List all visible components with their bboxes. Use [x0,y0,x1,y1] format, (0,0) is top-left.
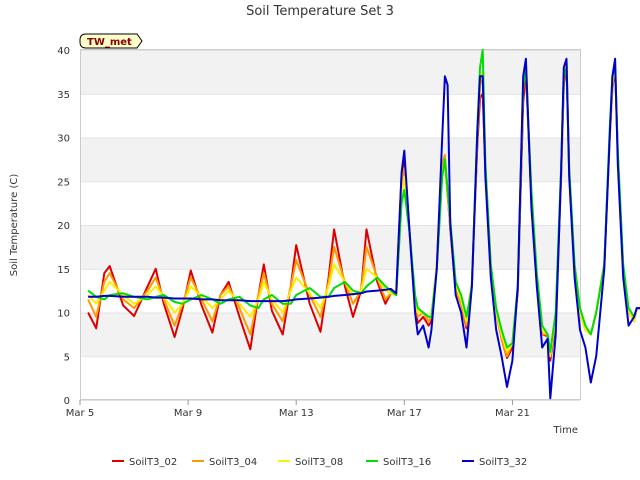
y-tick-label: 10 [57,309,70,320]
y-tick-label: 5 [64,352,70,363]
y-axis-label: Soil Temperature (C) [9,174,20,277]
data-series [87,49,640,400]
y-tick-label: 25 [57,177,70,188]
legend-label: SoilT3_32 [479,457,527,468]
x-axis-ticks: Mar 5 Mar 9 Mar 13 Mar 17 Mar 21 [66,400,530,419]
chart-title: Soil Temperature Set 3 [246,4,394,19]
x-tick-label: Mar 9 [174,408,202,419]
legend-label: SoilT3_02 [129,457,177,468]
y-tick-label: 15 [57,265,70,276]
x-axis-label: Time [553,425,578,436]
y-tick-label: 40 [57,46,70,57]
y-tick-label: 35 [57,90,70,101]
y-axis-ticks: 0 5 10 15 20 25 30 35 40 [57,46,70,407]
legend-label: SoilT3_08 [295,457,343,468]
grid-band [80,181,580,225]
x-tick-label: Mar 13 [279,408,314,419]
legend: SoilT3_02 SoilT3_04 SoilT3_08 SoilT3_16 Soil… [112,457,527,468]
grid-band [80,50,580,94]
y-tick-label: 20 [57,221,70,232]
legend-label: SoilT3_04 [209,457,257,468]
series-line-soilt3_32 [88,57,640,400]
x-tick-label: Mar 17 [387,408,422,419]
grid-band [80,356,580,400]
series-line-soilt3_16 [87,49,640,353]
grid-band [80,93,580,138]
badge-label: TW_met [87,37,132,48]
tw-met-badge: TW_met [79,33,143,49]
grid-band [80,137,580,182]
x-tick-label: Mar 5 [66,408,94,419]
grid-bands [80,50,580,401]
y-tick-label: 30 [57,134,70,145]
x-tick-label: Mar 21 [495,408,530,419]
legend-label: SoilT3_16 [383,457,431,468]
plot-frame [80,49,581,400]
y-tick-label: 0 [64,396,70,407]
